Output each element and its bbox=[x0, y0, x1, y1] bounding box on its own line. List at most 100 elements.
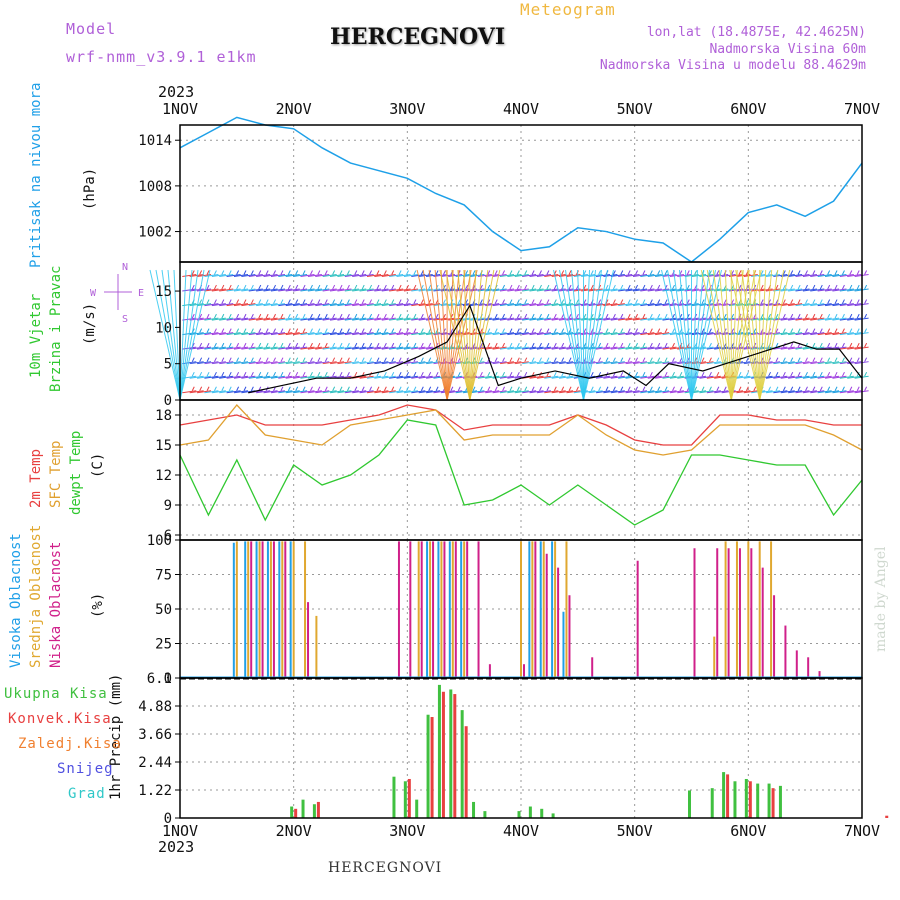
wind-barb-tick bbox=[775, 342, 779, 348]
wind-barb-tick bbox=[598, 299, 602, 304]
wind-barb bbox=[211, 361, 226, 365]
wind-barb-tick bbox=[369, 328, 373, 333]
wind-barb-tick bbox=[502, 299, 506, 304]
wind-barb-tick bbox=[361, 313, 365, 319]
wind-barb bbox=[263, 390, 278, 394]
wind-barb-tick bbox=[812, 386, 816, 391]
wind-barb-tick bbox=[590, 342, 594, 348]
wind-barb-tick bbox=[413, 342, 417, 348]
wind-barb-tick bbox=[391, 357, 395, 362]
wind-barb-tick bbox=[324, 313, 328, 319]
wind-barb-tick bbox=[583, 284, 587, 290]
wind-barb bbox=[403, 346, 418, 350]
wind-barb-tick bbox=[228, 357, 232, 362]
precip-total-bar bbox=[415, 799, 419, 818]
wind-barb bbox=[196, 390, 212, 394]
wind-barb bbox=[780, 303, 795, 307]
wind-barb bbox=[189, 274, 204, 278]
wind-barb bbox=[196, 346, 212, 350]
ytick-label-precip: 1.22 bbox=[138, 783, 172, 799]
wind-barb-tick bbox=[213, 284, 217, 290]
temp-2m-line bbox=[179, 404, 862, 446]
wind-barb-tick bbox=[657, 270, 661, 275]
wind-barb-tick bbox=[243, 284, 247, 290]
wind-barb bbox=[662, 346, 677, 350]
wind-barb-tick bbox=[494, 328, 498, 333]
wind-barb bbox=[691, 303, 707, 307]
wind-fan bbox=[446, 269, 466, 401]
wind-speed-line bbox=[248, 304, 863, 394]
wind-barb-tick bbox=[782, 270, 786, 275]
wind-barb bbox=[196, 317, 212, 321]
wind-barb-tick bbox=[827, 386, 831, 391]
wind-barb bbox=[278, 346, 293, 350]
wind-barb-tick bbox=[561, 328, 565, 333]
wind-barb bbox=[426, 274, 441, 278]
wind-barb-tick bbox=[250, 270, 254, 275]
wind-barb bbox=[795, 332, 810, 336]
wind-barb-tick bbox=[221, 371, 225, 377]
wind-barb-tick bbox=[376, 313, 380, 319]
wind-barb-tick bbox=[546, 328, 550, 333]
wind-barb bbox=[655, 288, 670, 292]
wind-fan bbox=[179, 269, 205, 401]
wind-barb bbox=[751, 346, 766, 350]
wind-barb-tick bbox=[369, 299, 373, 304]
wind-barb bbox=[278, 375, 293, 379]
wind-barb bbox=[182, 317, 197, 321]
wind-barb-tick bbox=[539, 357, 542, 362]
wind-barb-tick bbox=[243, 371, 247, 377]
precip-total-bar bbox=[472, 801, 476, 818]
wind-barb bbox=[211, 375, 226, 379]
wind-fan bbox=[155, 269, 181, 401]
wind-barb bbox=[758, 303, 773, 307]
wind-barb-tick bbox=[553, 386, 557, 391]
wind-barb bbox=[263, 274, 278, 278]
wind-barb bbox=[211, 332, 226, 336]
wind-barb-tick bbox=[620, 313, 624, 319]
wind-barb bbox=[669, 390, 684, 394]
wind-barb-tick bbox=[376, 328, 380, 333]
wind-barb-tick bbox=[849, 386, 853, 391]
wind-barb bbox=[374, 361, 389, 365]
wind-barb bbox=[721, 274, 736, 278]
precip-convective-bar bbox=[885, 815, 889, 818]
wind-barb bbox=[219, 303, 234, 307]
wind-barb-tick bbox=[206, 357, 210, 362]
wind-barb-tick bbox=[701, 371, 705, 377]
wind-barb bbox=[595, 361, 611, 365]
wind-barb-tick bbox=[775, 386, 779, 391]
wind-barb-tick bbox=[642, 299, 646, 304]
precip-total-bar bbox=[392, 776, 396, 818]
wind-barb-tick bbox=[775, 313, 779, 319]
wind-barb-tick bbox=[812, 342, 816, 348]
wind-barb-tick bbox=[287, 299, 291, 304]
wind-barb bbox=[802, 375, 817, 379]
wind-barb-tick bbox=[280, 371, 284, 377]
wind-barb-tick bbox=[509, 270, 513, 275]
wind-barb bbox=[270, 303, 286, 307]
wind-barb-tick bbox=[738, 386, 742, 391]
wind-barb-tick bbox=[213, 371, 217, 377]
wind-barb bbox=[248, 288, 263, 292]
wind-barb-tick bbox=[339, 357, 343, 362]
wind-barb bbox=[418, 288, 433, 292]
wind-barb bbox=[669, 375, 684, 379]
wind-barb bbox=[662, 361, 677, 365]
wind-barb-tick bbox=[346, 328, 350, 333]
wind-barb bbox=[795, 274, 810, 278]
wind-barb-tick bbox=[760, 299, 764, 304]
wind-barb-tick bbox=[620, 357, 624, 362]
wind-barb-tick bbox=[213, 313, 217, 319]
wind-barb-tick bbox=[627, 342, 631, 348]
wind-barb-tick bbox=[221, 284, 225, 290]
wind-barb-tick bbox=[797, 284, 801, 290]
wind-barb bbox=[618, 274, 633, 278]
ytick-label-precip: 4.88 bbox=[138, 699, 172, 715]
wind-barb-tick bbox=[649, 371, 653, 377]
wind-barb bbox=[802, 288, 817, 292]
wind-barb bbox=[588, 361, 603, 365]
wind-barb bbox=[263, 303, 278, 307]
ytick-label-wind: 0 bbox=[164, 393, 172, 409]
wind-barb bbox=[322, 303, 337, 307]
